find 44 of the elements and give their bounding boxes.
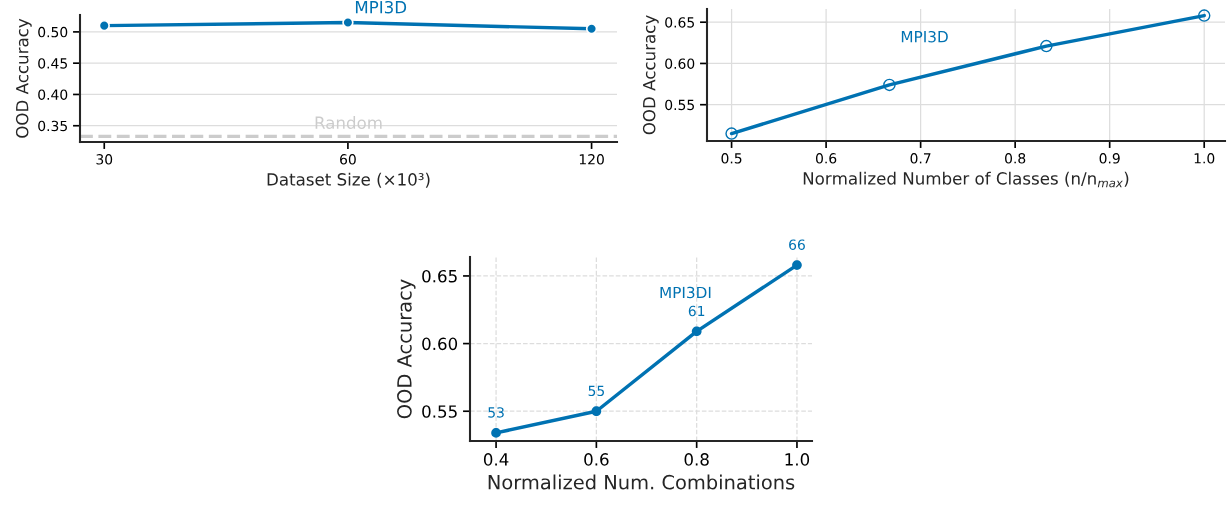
point — [491, 428, 501, 438]
point — [591, 406, 602, 417]
x-tick-label: 0.6 — [815, 153, 837, 164]
annotation: MPI3D — [901, 30, 948, 43]
annotation: MPI3DI — [660, 286, 711, 299]
y-axis-title: OOD Accuracy — [397, 279, 416, 419]
y-tick-label: 0.55 — [665, 99, 694, 111]
y-tick-label: 0.50 — [38, 26, 68, 38]
x-tick-label: 0.9 — [1099, 153, 1120, 164]
y-tick-label: 0.45 — [38, 58, 67, 69]
x-tick-label: 1.0 — [785, 453, 810, 466]
y-tick-label: 0.35 — [38, 120, 67, 132]
x-tick-label: 0.5 — [721, 153, 742, 164]
x-tick-label: 1.0 — [1194, 153, 1215, 164]
y-tick-label: 0.65 — [422, 269, 457, 283]
x-axis-title: Normalized Number of Classes (n/n$_{max}$) — [803, 171, 1129, 188]
point — [725, 127, 738, 140]
y-axis-title: OOD Accuracy — [642, 15, 659, 135]
y-tick-label: 0.60 — [665, 58, 695, 69]
x-tick-label: 30 — [96, 154, 113, 165]
y-tick-label: 0.65 — [665, 17, 694, 28]
point — [691, 326, 702, 337]
y-tick-label: 0.55 — [422, 405, 457, 418]
x-tick-label: 0.6 — [584, 453, 609, 466]
x-tick-label: 0.7 — [910, 153, 931, 164]
x-tick-label: 0.8 — [1005, 153, 1026, 164]
point — [883, 78, 896, 92]
x-tick-label: 0.8 — [684, 453, 709, 466]
annotation: 53 — [488, 407, 504, 418]
point — [1197, 9, 1211, 22]
y-tick-label: 0.60 — [422, 337, 458, 351]
annotation: 66 — [789, 239, 805, 250]
y-axis-title: OOD Accuracy — [15, 18, 32, 138]
x-tick-label: 0.4 — [483, 453, 509, 466]
x-axis-title: Dataset Size (×10³) — [267, 172, 430, 188]
annotation: 55 — [588, 385, 604, 397]
x-axis-title: Normalized Num. Combinations — [488, 474, 795, 490]
x-tick-label: 120 — [579, 154, 604, 165]
point — [792, 260, 802, 270]
annotation: 61 — [688, 305, 705, 317]
y-tick-label: 0.40 — [38, 89, 68, 100]
point — [1040, 39, 1053, 53]
x-tick-label: 60 — [340, 154, 356, 165]
text: MPI3D — [355, 0, 407, 14]
